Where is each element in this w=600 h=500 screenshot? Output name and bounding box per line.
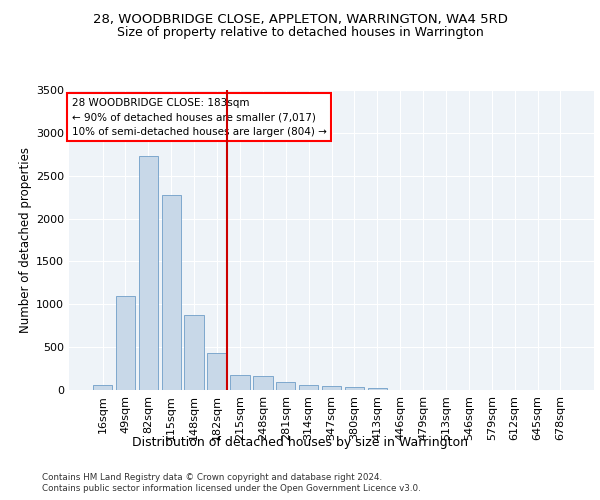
Bar [253,376,272,390]
Bar [368,388,387,390]
Text: Contains HM Land Registry data © Crown copyright and database right 2024.: Contains HM Land Registry data © Crown c… [42,472,382,482]
Bar [276,382,295,390]
Text: 28, WOODBRIDGE CLOSE, APPLETON, WARRINGTON, WA4 5RD: 28, WOODBRIDGE CLOSE, APPLETON, WARRINGT… [92,12,508,26]
Bar [344,388,364,390]
Bar [230,376,250,390]
Bar [208,353,227,390]
Bar [93,386,112,390]
Bar [299,385,319,390]
Bar [116,296,135,390]
Text: Distribution of detached houses by size in Warrington: Distribution of detached houses by size … [132,436,468,449]
Text: 28 WOODBRIDGE CLOSE: 183sqm
← 90% of detached houses are smaller (7,017)
10% of : 28 WOODBRIDGE CLOSE: 183sqm ← 90% of det… [71,98,326,137]
Bar [322,386,341,390]
Bar [184,314,204,390]
Bar [161,194,181,390]
Y-axis label: Number of detached properties: Number of detached properties [19,147,32,333]
Bar [139,156,158,390]
Text: Contains public sector information licensed under the Open Government Licence v3: Contains public sector information licen… [42,484,421,493]
Text: Size of property relative to detached houses in Warrington: Size of property relative to detached ho… [116,26,484,39]
